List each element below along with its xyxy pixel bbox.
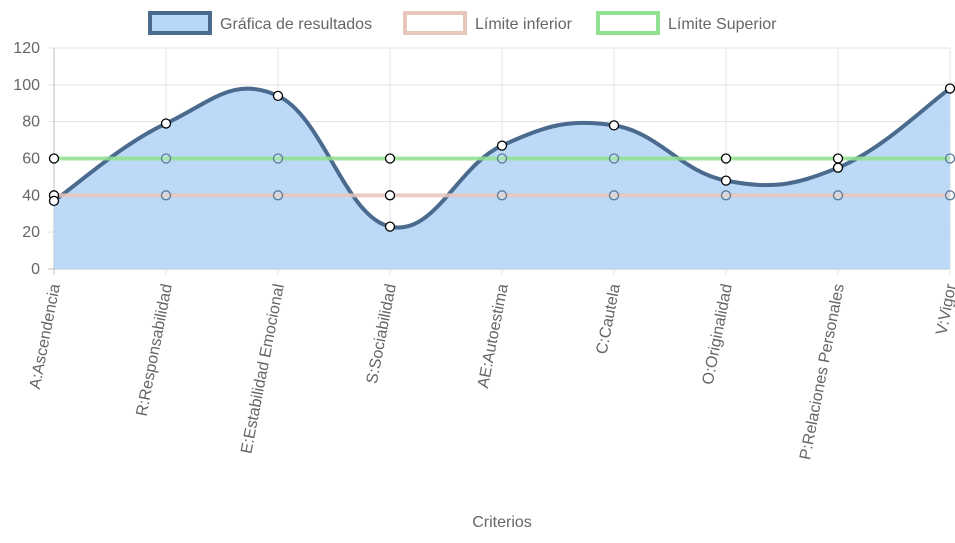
data-point [832,162,844,173]
x-tick-label: P:Relaciones Personales [797,283,848,462]
data-point [160,118,172,129]
data-point [160,190,172,201]
data-point [720,153,732,164]
legend-label-1: Límite inferior [475,16,573,33]
data-point [160,153,172,164]
x-tick-label: O:Originalidad [700,283,736,387]
legend: Gráfica de resultados Límite inferior Lími… [148,11,777,35]
x-tick-label: E:Estabilidad Emocional [238,283,288,456]
data-point [720,175,732,186]
data-point [944,83,955,94]
y-tick-label: 20 [22,224,40,241]
data-point [720,190,732,201]
legend-label-2: Límite Superior [668,16,777,33]
legend-swatch-0 [148,11,212,35]
x-tick-label: AE:Autoestima [475,282,512,389]
data-point [832,190,844,201]
x-tick-label: S:Sociabilidad [364,283,400,386]
y-tick-label: 80 [22,114,40,131]
data-point [384,153,396,164]
y-tick-label: 100 [13,77,40,94]
data-point [384,221,396,232]
data-point [272,190,284,201]
legend-swatch-2 [596,11,660,35]
legend-swatch-1 [403,11,467,35]
data-point [384,190,396,201]
y-tick-label: 0 [31,261,40,278]
x-axis-title: Criterios [472,514,532,531]
x-tick-label: V:Vigor [933,282,955,337]
data-point [496,190,508,201]
series-layer [52,86,952,270]
data-point [496,140,508,151]
data-point [272,90,284,102]
data-point [608,190,620,201]
data-point [48,195,60,207]
x-tick-label: A:Ascendencia [27,282,64,390]
series-line-0 [52,86,952,230]
x-tick-label: R:Responsabilidad [134,283,176,418]
data-point [272,153,284,164]
series-area-0 [54,88,950,270]
data-point [608,120,620,131]
legend-label-0: Gráfica de resultados [220,16,372,33]
data-point [944,153,955,164]
data-point [832,153,844,164]
data-point [944,190,955,201]
data-point [496,153,508,164]
x-tick-label: C:Cautela [594,282,624,355]
data-point [608,153,620,164]
y-tick-label: 60 [22,151,40,168]
data-point [48,153,60,164]
y-axis-ticks: 0 20 40 60 80 100 120 [13,40,40,278]
y-tick-label: 120 [13,40,40,57]
y-tick-label: 40 [22,187,40,204]
points-layer [48,83,955,232]
x-axis-ticks: A:Ascendencia R:Responsabilidad E:Estabili… [27,282,955,461]
